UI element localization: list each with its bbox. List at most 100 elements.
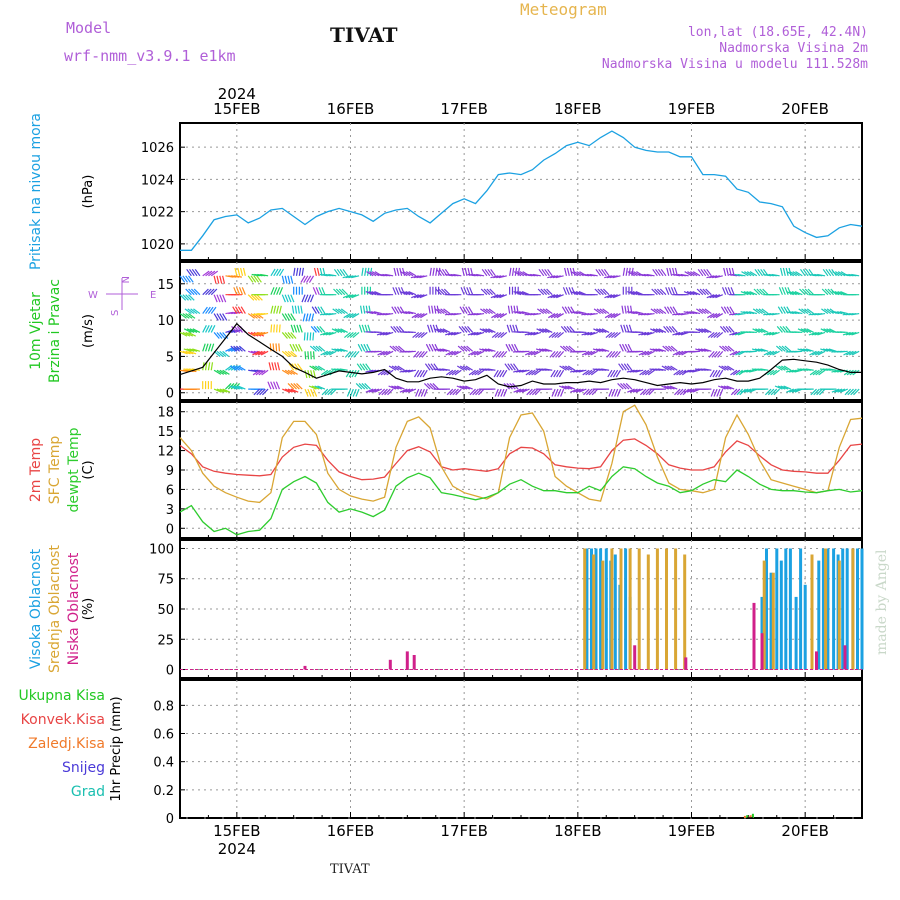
wind-flag-mark: [383, 369, 391, 376]
wind-flag-mark: [537, 288, 545, 296]
wind-flag-mark: [448, 350, 456, 356]
wind-flag-mark: [544, 268, 550, 277]
wind-flag-mark: [320, 369, 329, 376]
wind-flag-mark: [470, 331, 479, 336]
wind-flag-mark: [567, 385, 576, 390]
wind-flag-mark: [312, 370, 316, 379]
wind-flag-mark: [488, 308, 496, 315]
wind-flag-mark: [413, 369, 420, 378]
wind-flag-mark: [252, 369, 260, 376]
wind-flag-mark: [417, 331, 425, 339]
ytick-label-temperature: 0: [166, 522, 174, 537]
wind-flag-mark: [499, 369, 505, 378]
wind-flag-mark: [431, 343, 437, 352]
wind-flag-mark: [344, 331, 351, 339]
wind-flag-mark: [510, 363, 516, 371]
wind-flag-mark: [588, 369, 596, 376]
bar-high_cloud: [769, 572, 773, 670]
wind-flag-mark: [706, 268, 712, 277]
wind-flag-mark: [733, 388, 741, 396]
wind-flag-mark: [701, 308, 709, 315]
bar-mid_cloud: [810, 554, 814, 670]
wind-flag-mark: [188, 275, 194, 283]
wind-flag-mark: [588, 388, 596, 396]
wind-flag-mark: [812, 369, 820, 376]
watermark: made by Angel: [874, 549, 890, 656]
wind-flag-mark: [400, 271, 408, 277]
wind-flag-mark: [277, 362, 281, 371]
bar-total_precip: [746, 815, 749, 818]
wind-flag-mark: [436, 328, 445, 333]
wind-flag-mark: [569, 311, 578, 315]
wind-flag-mark: [555, 350, 562, 358]
wind-flag-mark: [376, 331, 385, 336]
wind-flag-mark: [287, 369, 296, 375]
wind-flag-mark: [674, 388, 681, 396]
wind-flag-mark: [436, 348, 445, 352]
wind-flag-mark: [730, 369, 738, 376]
wind-flag-mark: [568, 345, 576, 352]
wind-flag-mark: [328, 312, 337, 316]
wind-flag-mark: [229, 365, 238, 371]
wind-flag-mark: [305, 275, 312, 283]
top-date-label: 15FEB: [213, 100, 260, 118]
wind-flag-mark: [610, 369, 616, 378]
wind-flag-mark: [270, 268, 276, 277]
wind-flag-mark: [231, 326, 238, 333]
wind-flag-mark: [207, 325, 213, 333]
wind-flag-mark: [817, 273, 826, 277]
bar-high_cloud: [821, 548, 825, 670]
wind-flag-mark: [656, 288, 664, 296]
wind-flag-mark: [570, 388, 579, 393]
wind-flag-mark: [493, 369, 499, 378]
wind-flag-mark: [295, 343, 300, 352]
wind-flag-mark: [635, 369, 644, 373]
wind-flag-mark: [635, 350, 644, 353]
wind-flag-mark: [511, 267, 515, 276]
wind-flag-mark: [771, 312, 780, 316]
wind-flag-mark: [578, 388, 587, 393]
wind-flag-mark: [727, 345, 735, 352]
bar-frz_precip: [743, 815, 746, 818]
wind-flag-mark: [219, 350, 227, 357]
ytick-label-temperature: 9: [166, 464, 174, 479]
wind-flag-mark: [466, 345, 474, 352]
wind-flag-mark: [542, 328, 550, 333]
wind-flag-mark: [801, 308, 809, 315]
wind-flag-mark: [242, 267, 246, 276]
compass-north-label: N: [119, 276, 130, 283]
wind-flag-mark: [189, 268, 195, 277]
ytick-label-temperature: 3: [166, 503, 174, 518]
wind-flag-mark: [788, 311, 797, 315]
wind-flag-mark: [532, 312, 541, 316]
wind-flag-mark: [349, 313, 357, 319]
wind-flag-mark: [834, 311, 843, 315]
wind-flag-mark: [825, 268, 832, 277]
wind-flag-mark: [236, 345, 243, 352]
wind-flag-mark: [270, 381, 275, 390]
wind-flag-mark: [561, 385, 570, 390]
wind-flag-mark: [668, 326, 675, 333]
wind-flag-mark: [473, 331, 482, 336]
wind-flag-mark: [507, 363, 513, 371]
wind-flag-mark: [332, 308, 340, 315]
wind-flag-mark: [627, 343, 633, 352]
wind-flag-mark: [336, 268, 343, 277]
wind-flag-mark: [314, 365, 323, 371]
wind-flag-mark: [367, 324, 371, 333]
wind-flag-mark: [752, 308, 761, 315]
wind-flag-mark: [250, 294, 258, 301]
wind-flag-mark: [349, 331, 357, 339]
wind-flag-mark: [454, 369, 462, 376]
wind-flag-mark: [342, 268, 349, 277]
wind-flag-mark: [304, 388, 309, 397]
wind-flag-mark: [441, 288, 448, 296]
wind-flag-mark: [240, 267, 244, 276]
wind-flag-mark: [827, 288, 835, 296]
wind-flag-mark: [256, 388, 263, 396]
model-altitude-label: Nadmorska Visina u modelu 111.528m: [601, 57, 868, 72]
wind-flag-mark: [210, 306, 217, 314]
wind-flag-mark: [605, 331, 613, 339]
wind-flag-mark: [573, 388, 581, 393]
wind-flag-mark: [778, 345, 786, 352]
